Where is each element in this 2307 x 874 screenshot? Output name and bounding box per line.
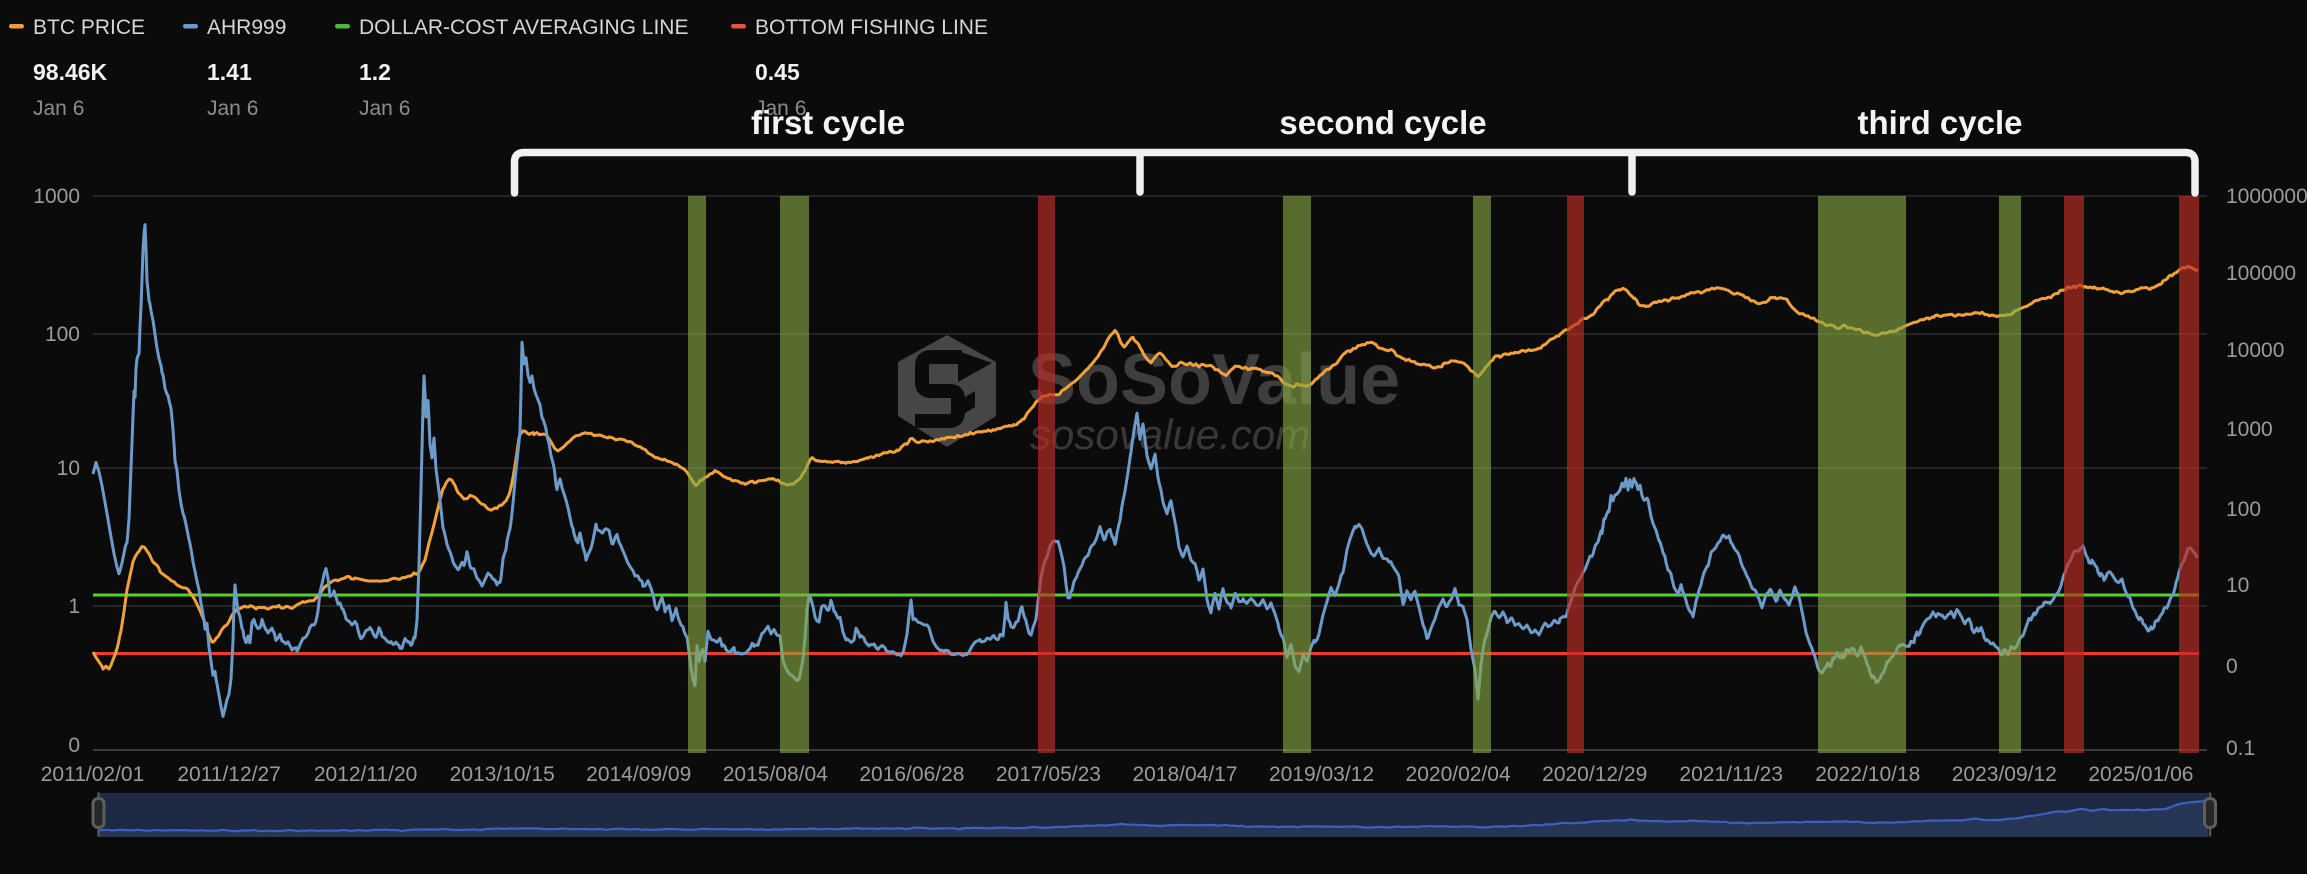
svg-text:third cycle: third cycle	[1857, 104, 2022, 141]
svg-text:Jan 6: Jan 6	[359, 97, 410, 120]
svg-text:2012/11/20: 2012/11/20	[314, 763, 418, 786]
svg-text:100: 100	[2226, 498, 2261, 521]
svg-text:100000: 100000	[2226, 262, 2296, 285]
svg-text:Jan 6: Jan 6	[33, 97, 84, 120]
svg-text:sosovalue.com: sosovalue.com	[1030, 411, 1310, 458]
svg-text:10: 10	[2226, 574, 2249, 597]
svg-text:DOLLAR-COST AVERAGING LINE: DOLLAR-COST AVERAGING LINE	[359, 16, 688, 39]
svg-text:2019/03/12: 2019/03/12	[1269, 763, 1374, 786]
svg-text:1000: 1000	[33, 185, 80, 208]
svg-text:100: 100	[45, 323, 80, 346]
svg-text:Jan 6: Jan 6	[755, 97, 806, 120]
svg-text:2023/09/12: 2023/09/12	[1952, 763, 2057, 786]
svg-text:1.2: 1.2	[359, 59, 391, 85]
svg-text:BTC PRICE: BTC PRICE	[33, 16, 145, 39]
svg-text:SoSoValue: SoSoValue	[1028, 340, 1400, 420]
svg-text:BOTTOM FISHING LINE: BOTTOM FISHING LINE	[755, 16, 988, 39]
svg-text:1000: 1000	[2226, 418, 2273, 441]
svg-text:1000000: 1000000	[2226, 185, 2307, 208]
svg-text:98.46K: 98.46K	[33, 59, 108, 85]
svg-text:2011/02/01: 2011/02/01	[41, 763, 145, 786]
svg-text:2025/01/06: 2025/01/06	[2088, 763, 2193, 786]
svg-text:AHR999: AHR999	[207, 16, 286, 39]
svg-text:2021/11/23: 2021/11/23	[1679, 763, 1783, 786]
svg-text:2015/08/04: 2015/08/04	[723, 763, 828, 786]
svg-text:1: 1	[68, 595, 80, 618]
svg-text:2016/06/28: 2016/06/28	[859, 763, 964, 786]
svg-text:0: 0	[68, 734, 80, 757]
svg-text:2018/04/17: 2018/04/17	[1132, 763, 1237, 786]
svg-text:10: 10	[57, 457, 80, 480]
svg-text:2022/10/18: 2022/10/18	[1815, 763, 1920, 786]
svg-text:2017/05/23: 2017/05/23	[996, 763, 1101, 786]
svg-text:Jan 6: Jan 6	[207, 97, 258, 120]
svg-text:0.45: 0.45	[755, 59, 800, 85]
svg-text:first cycle: first cycle	[751, 104, 905, 141]
svg-text:10000: 10000	[2226, 339, 2284, 362]
svg-text:2014/09/09: 2014/09/09	[586, 763, 691, 786]
svg-text:1.41: 1.41	[207, 59, 252, 85]
svg-text:2013/10/15: 2013/10/15	[450, 763, 555, 786]
svg-text:2020/02/04: 2020/02/04	[1406, 763, 1511, 786]
svg-text:0.1: 0.1	[2226, 737, 2255, 760]
svg-text:second cycle: second cycle	[1279, 104, 1486, 141]
svg-text:2011/12/27: 2011/12/27	[177, 763, 281, 786]
svg-text:0: 0	[2226, 655, 2238, 678]
svg-text:2020/12/29: 2020/12/29	[1542, 763, 1647, 786]
